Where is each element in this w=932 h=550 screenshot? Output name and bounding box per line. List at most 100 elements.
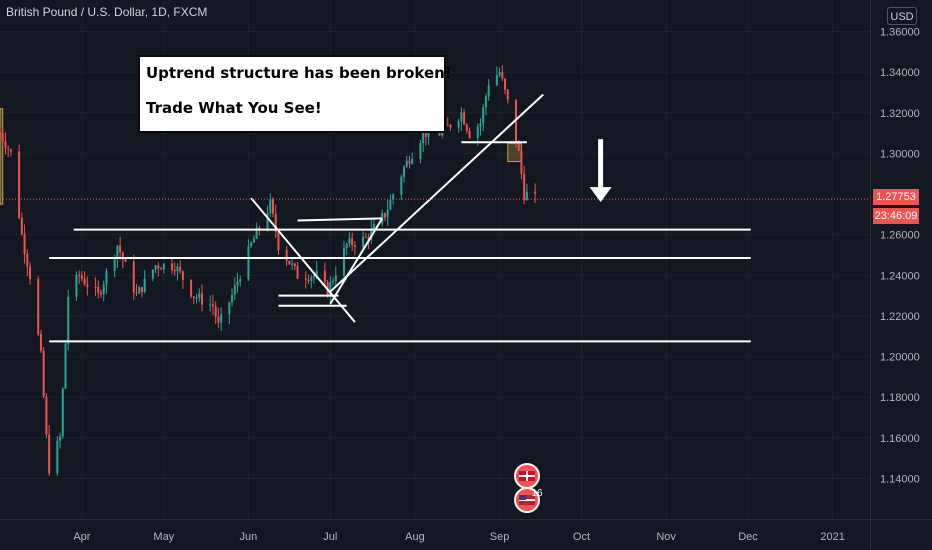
candle-body xyxy=(446,124,449,126)
candle-body xyxy=(392,194,395,200)
x-tick-label: 2021 xyxy=(820,531,844,543)
candle-body xyxy=(113,258,116,271)
candle-body xyxy=(438,132,441,136)
candle-body xyxy=(160,268,163,270)
candle-body xyxy=(386,209,389,218)
candle-body xyxy=(498,72,501,76)
x-tick-label: Sep xyxy=(490,531,510,543)
trend-line xyxy=(250,197,356,323)
flag-canton xyxy=(519,495,526,500)
countdown-label: 23:46:09 xyxy=(873,208,919,224)
candle-body xyxy=(449,125,452,128)
candle-body xyxy=(211,304,214,307)
candle-body xyxy=(1,133,4,142)
candle-body xyxy=(135,292,138,294)
candle-body xyxy=(39,334,42,351)
candle-body xyxy=(479,123,482,127)
trend-line xyxy=(329,93,544,293)
candle-body xyxy=(525,191,528,200)
candle-body xyxy=(400,176,403,195)
candle-body xyxy=(236,281,239,286)
x-tick-label: May xyxy=(153,531,174,543)
candle-body xyxy=(495,75,498,86)
candle-body xyxy=(100,292,103,295)
candle-body xyxy=(140,287,143,293)
candle-body xyxy=(192,296,195,299)
candle-body xyxy=(408,160,411,164)
candle-body xyxy=(291,263,294,265)
last-price-label: 1.27753 xyxy=(873,189,919,205)
candle-body xyxy=(332,280,335,283)
candle-body xyxy=(97,287,100,293)
candle-body xyxy=(411,158,414,164)
candle-body xyxy=(67,296,70,344)
candle-body xyxy=(228,302,231,315)
candle-body xyxy=(370,228,373,240)
candle-body xyxy=(37,279,40,335)
candle-body xyxy=(468,130,471,138)
candle-body xyxy=(83,278,86,285)
candle-body xyxy=(348,238,351,244)
trend-line xyxy=(329,217,384,305)
candle-body xyxy=(534,191,537,194)
candle-body xyxy=(0,133,1,135)
candle-body xyxy=(269,199,272,214)
candle-body xyxy=(252,238,255,243)
candle-body xyxy=(143,278,146,293)
candle-body xyxy=(351,238,354,246)
x-tick-label: Jul xyxy=(323,531,337,543)
annotation-textbox[interactable]: Uptrend structure has been broken! Trade… xyxy=(138,55,452,133)
candle-body xyxy=(119,245,122,253)
candle-body xyxy=(217,316,220,323)
candle-body xyxy=(460,112,463,122)
candle-body xyxy=(173,269,176,272)
candle-body xyxy=(18,151,21,218)
annotation-line-2: Trade What You See! xyxy=(146,99,322,117)
candle-body xyxy=(329,282,332,297)
candle-body xyxy=(151,269,154,279)
candle-body xyxy=(23,233,26,254)
candle-body xyxy=(373,223,376,229)
candle-body xyxy=(272,199,274,214)
candle-body xyxy=(176,266,179,272)
trend-line xyxy=(297,217,383,222)
candle-body xyxy=(64,343,67,389)
candle-body xyxy=(362,236,365,247)
y-tick-label: 1.20000 xyxy=(880,352,920,364)
candle-body xyxy=(59,436,62,441)
down-arrow-head xyxy=(589,187,612,203)
candle-body xyxy=(323,270,326,283)
candle-body xyxy=(56,440,59,474)
candle-body xyxy=(190,279,193,297)
candle-body xyxy=(364,236,367,238)
candle-body xyxy=(20,217,23,234)
candle-body xyxy=(389,199,392,210)
y-tick-label: 1.14000 xyxy=(880,474,920,486)
candle-body xyxy=(312,275,315,278)
candle-body xyxy=(181,271,184,280)
candle-body xyxy=(105,270,108,285)
uk-flag-event-icon xyxy=(514,463,540,489)
event-count-badge: 16 xyxy=(531,488,543,499)
candle-body xyxy=(45,396,48,435)
candle-body xyxy=(307,279,310,282)
candle-body xyxy=(201,293,204,305)
candle-body xyxy=(266,213,269,229)
currency-button[interactable]: USD xyxy=(887,7,917,25)
candle-body xyxy=(367,237,370,240)
candle-body xyxy=(209,304,212,306)
y-tick-label: 1.16000 xyxy=(880,433,920,445)
candle-body xyxy=(121,252,124,260)
candle-body xyxy=(170,263,173,270)
y-tick-label: 1.26000 xyxy=(880,230,920,242)
candle-body xyxy=(86,284,89,287)
symbol-title[interactable]: British Pound / U.S. Dollar, 1D, FXCM xyxy=(6,5,208,19)
candle-body xyxy=(383,213,386,218)
candle-body xyxy=(304,278,307,280)
candle-body xyxy=(288,260,291,265)
candle-body xyxy=(239,279,242,282)
candle-body xyxy=(198,293,201,298)
candle-body xyxy=(422,131,425,144)
